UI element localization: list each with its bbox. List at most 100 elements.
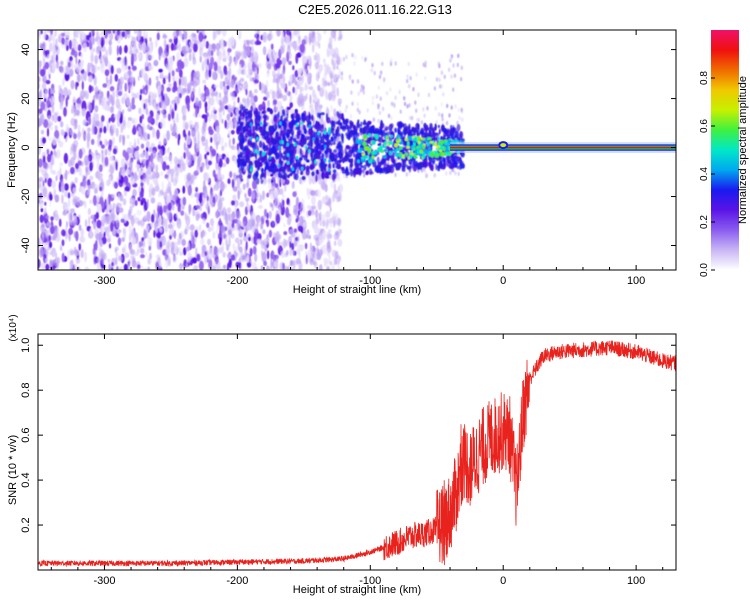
- heatmap-speckle: [453, 73, 457, 78]
- heatmap-speckle: [394, 172, 397, 178]
- heatmap-speckle: [155, 39, 158, 48]
- heatmap-speckle: [276, 89, 280, 100]
- heatmap-speckle: [143, 230, 148, 239]
- heatmap-band-speckle: [374, 127, 377, 134]
- heatmap-speckle: [144, 173, 148, 181]
- heatmap-speckle: [360, 84, 364, 89]
- heatmap-speckle: [61, 37, 65, 45]
- heatmap-speckle: [220, 70, 224, 80]
- heatmap-speckle: [371, 95, 375, 101]
- heatmap-speckle: [394, 61, 397, 66]
- heatmap-speckle: [136, 209, 142, 216]
- heatmap-speckle: [100, 57, 105, 69]
- heatmap-speckle: [41, 226, 45, 238]
- heatmap-speckle: [77, 160, 82, 166]
- heatmap-speckle: [415, 72, 418, 77]
- heatmap-band-speckle: [286, 106, 291, 110]
- heatmap-speckle: [218, 246, 224, 254]
- heatmap-speckle: [60, 246, 63, 252]
- heatmap-speckle: [337, 264, 341, 270]
- heatmap-band-speckle: [412, 165, 417, 172]
- heatmap-speckle: [206, 50, 212, 60]
- heatmap-speckle: [379, 70, 383, 75]
- heatmap-speckle: [89, 228, 93, 239]
- heatmap-speckle: [412, 87, 415, 92]
- heatmap-band-speckle: [314, 155, 319, 160]
- heatmap-band-speckle: [310, 157, 315, 162]
- heatmap-speckle: [138, 107, 142, 115]
- heatmap-band-speckle: [261, 110, 266, 114]
- heatmap-peak-speckle: [364, 146, 370, 151]
- heatmap-speckle: [222, 57, 227, 62]
- heatmap-speckle: [181, 238, 186, 247]
- heatmap-band-speckle: [306, 136, 310, 141]
- heatmap-band-speckle: [432, 160, 435, 165]
- heatmap-speckle: [208, 126, 213, 133]
- heatmap-speckle: [254, 67, 258, 76]
- heatmap-speckle: [191, 243, 196, 249]
- heatmap-speckle: [329, 206, 332, 213]
- heatmap-peak-speckle: [250, 165, 253, 169]
- heatmap-band-speckle: [292, 145, 295, 154]
- heatmap-speckle: [356, 79, 360, 84]
- heatmap-speckle: [294, 80, 298, 86]
- heatmap-band-speckle: [310, 133, 314, 139]
- heatmap-speckle: [208, 62, 213, 71]
- heatmap-speckle: [78, 167, 83, 177]
- heatmap-speckle: [158, 95, 163, 103]
- heatmap-speckle: [448, 113, 451, 118]
- heatmap-speckle: [381, 61, 384, 67]
- heatmap-speckle: [150, 153, 154, 163]
- heatmap-band-speckle: [275, 133, 278, 140]
- heatmap-band-speckle: [397, 127, 400, 135]
- heatmap-speckle: [67, 127, 71, 132]
- heatmap-speckle: [136, 175, 139, 181]
- heatmap-speckle: [299, 215, 304, 227]
- heatmap-speckle: [212, 30, 216, 41]
- heatmap-speckle: [273, 201, 277, 208]
- heatmap-speckle: [306, 205, 312, 210]
- heatmap-speckle: [128, 233, 132, 243]
- heatmap-speckle: [153, 102, 156, 110]
- heatmap-speckle: [208, 114, 212, 122]
- heatmap-speckle: [89, 161, 93, 172]
- heatmap-band-speckle: [451, 134, 457, 139]
- heatmap-speckle: [271, 204, 274, 212]
- heatmap-speckle: [40, 113, 45, 125]
- heatmap-speckle: [85, 170, 88, 180]
- heatmap-peak-speckle: [277, 164, 281, 168]
- heatmap-speckle: [155, 105, 160, 112]
- heatmap-speckle: [96, 258, 101, 264]
- heatmap-speckle: [48, 73, 51, 80]
- heatmap-speckle: [77, 124, 81, 132]
- heatmap-peak-speckle: [362, 141, 367, 147]
- heatmap-speckle: [454, 104, 457, 109]
- heatmap-band-speckle: [344, 147, 348, 154]
- heatmap-speckle: [239, 246, 243, 254]
- heatmap-speckle: [186, 174, 191, 182]
- heatmap-speckle: [88, 75, 93, 83]
- heatmap-speckle: [229, 55, 233, 64]
- heatmap-band-speckle: [378, 168, 384, 173]
- heatmap-speckle: [460, 65, 463, 71]
- heatmap-speckle: [147, 115, 153, 124]
- heatmap-speckle: [123, 72, 128, 79]
- heatmap-speckle: [289, 260, 294, 266]
- heatmap-speckle: [238, 232, 243, 238]
- heatmap-speckle: [219, 80, 224, 90]
- heatmap-speckle: [162, 113, 167, 119]
- heatmap-speckle: [377, 118, 380, 124]
- heatmap-speckle: [101, 214, 107, 224]
- heatmap-speckle: [203, 257, 208, 265]
- heatmap-speckle: [50, 216, 54, 221]
- heatmap-speckle: [205, 88, 210, 97]
- heatmap-speckle: [90, 138, 95, 145]
- heatmap-speckle: [316, 69, 321, 76]
- heatmap-speckle: [56, 170, 61, 177]
- heatmap-speckle: [200, 238, 205, 246]
- heatmap-speckle: [64, 72, 70, 81]
- heatmap-speckle: [202, 217, 206, 225]
- heatmap-speckle: [232, 194, 237, 201]
- heatmap-speckle: [456, 62, 459, 68]
- heatmap-speckle: [68, 159, 72, 168]
